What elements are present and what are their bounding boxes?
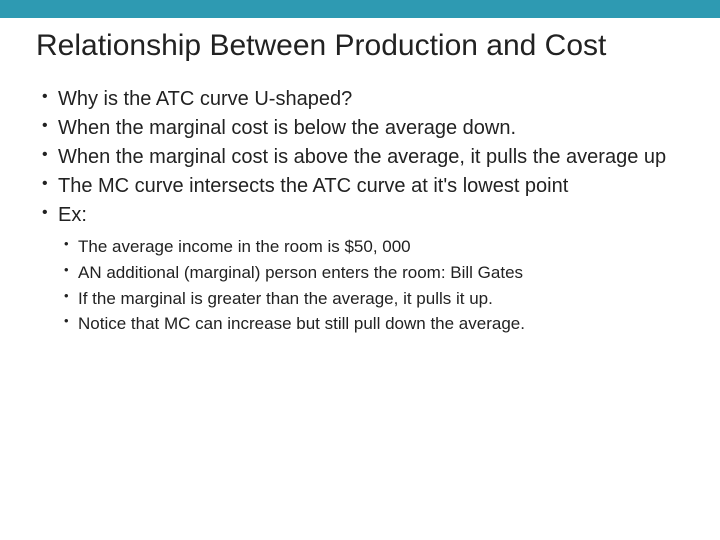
bullet-item: Why is the ATC curve U-shaped? <box>42 86 684 113</box>
sub-bullet-item: If the marginal is greater than the aver… <box>64 287 684 311</box>
accent-bar <box>0 0 720 18</box>
sub-bullet-item: Notice that MC can increase but still pu… <box>64 312 684 336</box>
slide-title: Relationship Between Production and Cost <box>36 28 684 64</box>
bullet-item: When the marginal cost is below the aver… <box>42 115 684 142</box>
bullet-item: When the marginal cost is above the aver… <box>42 144 684 171</box>
bullet-item: Ex: <box>42 202 684 229</box>
bullet-item: The MC curve intersects the ATC curve at… <box>42 173 684 200</box>
sub-bullet-item: AN additional (marginal) person enters t… <box>64 261 684 285</box>
bullet-list: Why is the ATC curve U-shaped? When the … <box>36 86 684 229</box>
sub-bullet-list: The average income in the room is $50, 0… <box>36 235 684 336</box>
slide-content: Relationship Between Production and Cost… <box>0 0 720 336</box>
sub-bullet-item: The average income in the room is $50, 0… <box>64 235 684 259</box>
